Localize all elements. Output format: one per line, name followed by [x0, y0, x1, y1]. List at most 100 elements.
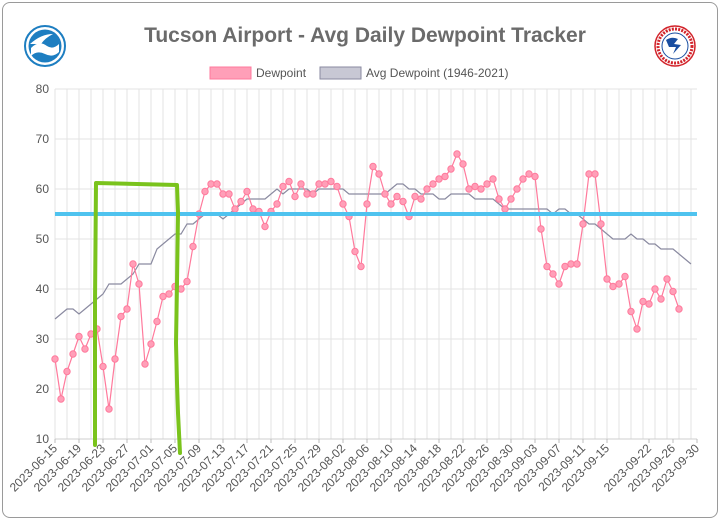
dewpoint-point[interactable]	[207, 180, 215, 188]
dewpoint-point[interactable]	[309, 190, 317, 198]
dewpoint-point[interactable]	[483, 180, 491, 188]
dewpoint-point[interactable]	[249, 205, 257, 213]
dewpoint-point[interactable]	[159, 292, 167, 301]
dewpoint-point[interactable]	[333, 182, 341, 191]
dewpoint-point[interactable]	[351, 247, 359, 256]
dewpoint-point[interactable]	[657, 295, 665, 303]
dewpoint-point[interactable]	[291, 192, 299, 201]
dewpoint-point[interactable]	[507, 195, 515, 203]
dewpoint-point[interactable]	[471, 182, 479, 191]
dewpoint-point[interactable]	[381, 190, 389, 198]
dewpoint-point[interactable]	[597, 220, 605, 228]
dewpoint-point[interactable]	[237, 197, 245, 206]
dewpoint-point[interactable]	[525, 170, 533, 178]
dewpoint-point[interactable]	[183, 277, 191, 286]
dewpoint-point[interactable]	[189, 242, 197, 251]
dewpoint-point[interactable]	[651, 285, 659, 293]
dewpoint-point[interactable]	[387, 200, 395, 208]
dewpoint-point[interactable]	[549, 270, 557, 278]
dewpoint-point[interactable]	[591, 170, 599, 178]
dewpoint-point[interactable]	[117, 312, 125, 321]
dewpoint-point[interactable]	[129, 260, 137, 268]
dewpoint-point[interactable]	[573, 260, 581, 268]
y-tick-label: 50	[36, 232, 50, 246]
dewpoint-point[interactable]	[225, 190, 233, 198]
dewpoint-point[interactable]	[297, 180, 305, 188]
dewpoint-point[interactable]	[555, 280, 563, 288]
dewpoint-point[interactable]	[627, 307, 635, 316]
dewpoint-point[interactable]	[393, 192, 401, 201]
dewpoint-point[interactable]	[513, 185, 521, 193]
dewpoint-point[interactable]	[495, 195, 503, 203]
dewpoint-point[interactable]	[285, 177, 293, 186]
dewpoint-point[interactable]	[459, 160, 467, 168]
dewpoint-point[interactable]	[303, 190, 311, 198]
dewpoint-point[interactable]	[273, 200, 281, 208]
dewpoint-point[interactable]	[465, 185, 473, 193]
dewpoint-point[interactable]	[603, 275, 611, 283]
dewpoint-point[interactable]	[63, 367, 71, 376]
dewpoint-point[interactable]	[375, 170, 383, 178]
dewpoint-point[interactable]	[453, 150, 461, 158]
dewpoint-point[interactable]	[543, 262, 551, 271]
dewpoint-point[interactable]	[621, 272, 629, 281]
dewpoint-point[interactable]	[99, 362, 107, 371]
dewpoint-point[interactable]	[489, 175, 497, 183]
dewpoint-point[interactable]	[261, 222, 269, 231]
dewpoint-point[interactable]	[645, 300, 653, 308]
dewpoint-point[interactable]	[75, 332, 83, 341]
dewpoint-point[interactable]	[201, 187, 209, 196]
dewpoint-point[interactable]	[327, 177, 335, 186]
legend-item-avg-dewpoint[interactable]: Avg Dewpoint (1946-2021)	[319, 66, 509, 80]
dewpoint-point[interactable]	[57, 395, 65, 403]
dewpoint-point[interactable]	[81, 345, 89, 353]
dewpoint-point[interactable]	[339, 200, 347, 208]
dewpoint-point[interactable]	[315, 180, 323, 188]
dewpoint-point[interactable]	[69, 350, 77, 358]
dewpoint-point[interactable]	[579, 220, 587, 228]
noaa-logo	[24, 25, 66, 67]
dewpoint-point[interactable]	[369, 162, 377, 171]
dewpoint-point[interactable]	[435, 175, 443, 183]
dewpoint-point[interactable]	[213, 180, 221, 188]
dewpoint-point[interactable]	[429, 180, 437, 188]
dewpoint-point[interactable]	[447, 165, 455, 173]
dewpoint-point[interactable]	[567, 260, 575, 268]
dewpoint-point[interactable]	[561, 262, 569, 271]
dewpoint-point[interactable]	[441, 172, 449, 181]
dewpoint-point[interactable]	[669, 287, 677, 296]
dewpoint-point[interactable]	[357, 262, 365, 271]
dewpoint-point[interactable]	[321, 180, 329, 188]
dewpoint-point[interactable]	[111, 355, 119, 363]
dewpoint-point[interactable]	[639, 297, 647, 306]
dewpoint-point[interactable]	[537, 225, 545, 233]
dewpoint-point[interactable]	[411, 192, 419, 201]
dewpoint-point[interactable]	[105, 405, 113, 413]
legend-item-dewpoint[interactable]: Dewpoint	[209, 66, 307, 80]
dewpoint-point[interactable]	[675, 305, 683, 313]
dewpoint-point[interactable]	[147, 340, 155, 348]
dewpoint-point[interactable]	[417, 195, 425, 203]
dewpoint-point[interactable]	[243, 187, 251, 196]
dewpoint-point[interactable]	[609, 282, 617, 291]
dewpoint-point[interactable]	[423, 185, 431, 193]
dewpoint-point[interactable]	[363, 200, 371, 208]
dewpoint-point[interactable]	[135, 280, 143, 288]
dewpoint-point[interactable]	[477, 185, 485, 193]
dewpoint-point[interactable]	[165, 290, 173, 298]
dewpoint-point[interactable]	[531, 172, 539, 181]
dewpoint-point[interactable]	[51, 355, 59, 363]
dewpoint-point[interactable]	[279, 182, 287, 191]
dewpoint-point[interactable]	[399, 197, 407, 206]
dewpoint-point[interactable]	[123, 305, 131, 313]
dewpoint-point[interactable]	[663, 275, 671, 283]
dewpoint-point[interactable]	[633, 325, 641, 333]
dewpoint-point[interactable]	[615, 280, 623, 288]
dewpoint-point[interactable]	[231, 205, 239, 213]
dewpoint-point[interactable]	[219, 190, 227, 198]
dewpoint-point[interactable]	[501, 205, 509, 213]
dewpoint-point[interactable]	[153, 317, 161, 326]
dewpoint-point[interactable]	[141, 360, 149, 368]
dewpoint-point[interactable]	[585, 170, 593, 178]
dewpoint-point[interactable]	[519, 175, 527, 183]
